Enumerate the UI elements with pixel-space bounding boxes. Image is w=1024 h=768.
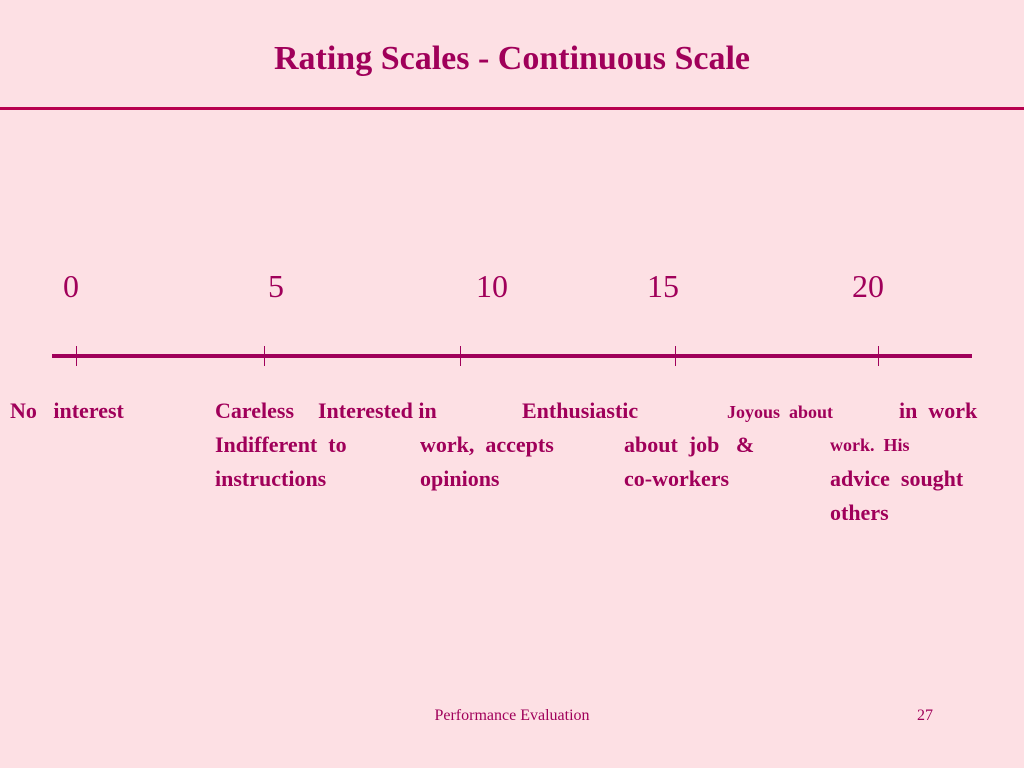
scale-number-20: 20 [852,268,884,304]
label-interested-line: Interested in [318,398,437,423]
scale-tick [264,346,265,366]
scale-number-10: 10 [476,268,508,304]
label-careless-line: Careless [215,398,295,423]
label-interested-line: work, accepts [420,432,554,457]
label-careless-line: instructions [215,466,327,491]
label-joyous-in-work: in work [899,394,977,428]
label-enthusiastic-first: Enthusiastic [522,394,638,428]
label-interested-line: opinions [420,466,500,491]
label-joyous-line: advice sought [830,466,964,491]
label-careless-line: Indifferent to [215,432,347,457]
slide-title: Rating Scales - Continuous Scale [273,40,751,77]
label-joyous: work. His advice sought others [830,428,963,530]
scale-number-0: 0 [63,268,79,304]
label-careless: Careless Indifferent to instructions [215,394,347,496]
label-interested: work, accepts opinions [420,428,554,496]
label-enthusiastic-line: co-workers [624,466,730,491]
page-number: 27 [917,707,933,724]
label-joyous-line: Joyous about [727,402,834,422]
label-joyous-line: others [830,500,889,525]
label-no-interest: No interest [10,394,124,428]
scale-tick [460,346,461,366]
footer-title: Performance Evaluation [434,707,590,724]
scale-number-5: 5 [268,268,284,304]
label-joyous-line: in work [899,398,978,423]
label-enthusiastic: about job & co-workers [624,428,754,496]
label-interested-first: Interested in [318,394,437,428]
label-enthusiastic-line: Enthusiastic [522,398,639,423]
scale-tick [675,346,676,366]
label-joyous-line: work. His [830,435,910,455]
label-no-interest-text: No interest [10,398,124,423]
label-joyous-first: Joyous about [727,394,833,429]
title-divider [0,107,1024,110]
scale-tick [76,346,77,366]
scale-number-15: 15 [647,268,679,304]
scale-line [52,354,972,358]
label-enthusiastic-line: about job & [624,432,755,457]
scale-tick [878,346,879,366]
